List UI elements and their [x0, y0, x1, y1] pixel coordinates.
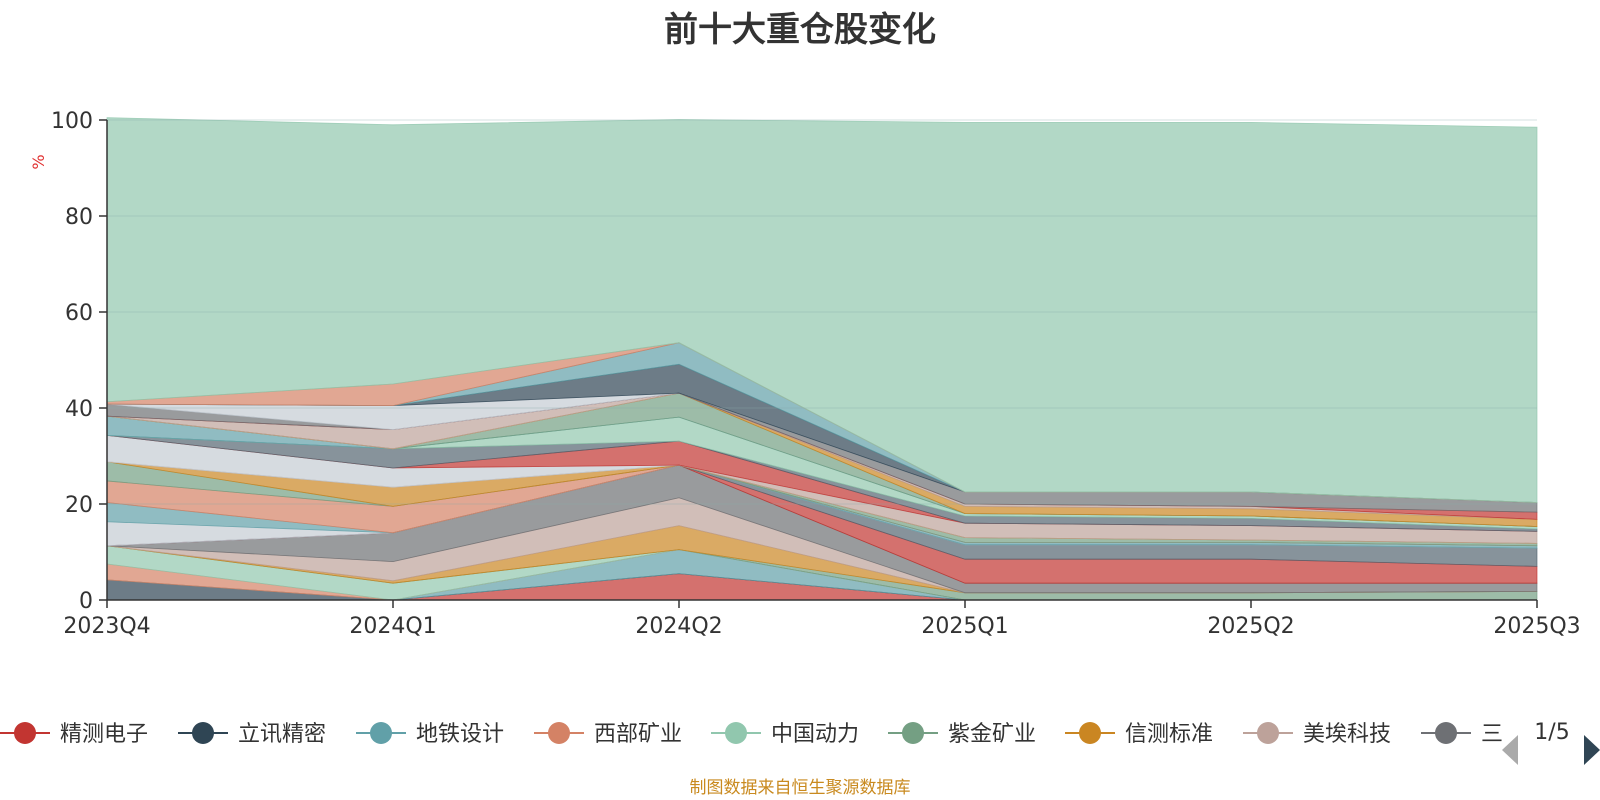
legend-marker-icon — [14, 722, 36, 744]
y-tick-label: 80 — [65, 205, 93, 230]
x-tick-label: 2025Q1 — [921, 614, 1008, 639]
legend-item[interactable]: 西部矿业 — [534, 722, 682, 747]
legend-marker-icon — [902, 722, 924, 744]
legend-label: 三 — [1481, 722, 1503, 747]
legend-label: 立讯精密 — [238, 722, 326, 747]
legend-item[interactable]: 紫金矿业 — [888, 722, 1036, 747]
area-series-31[interactable] — [106, 117, 1538, 503]
x-tick-label: 2024Q2 — [635, 614, 722, 639]
legend-label: 美埃科技 — [1303, 722, 1391, 747]
legend-marker-icon — [725, 722, 747, 744]
legend-label: 中国动力 — [771, 722, 859, 747]
legend-marker-icon — [548, 722, 570, 744]
legend-pager[interactable]: 1/5 — [1502, 720, 1600, 765]
legend-page-indicator: 1/5 — [1534, 720, 1569, 745]
legend-marker-icon — [192, 722, 214, 744]
legend-item[interactable]: 美埃科技 — [1243, 722, 1391, 747]
legend-item[interactable]: 立讯精密 — [178, 722, 326, 747]
legend-item[interactable]: 精测电子 — [0, 722, 148, 747]
legend-item[interactable]: 中国动力 — [711, 722, 859, 747]
legend-label: 紫金矿业 — [948, 722, 1036, 747]
x-tick-label: 2025Q2 — [1207, 614, 1294, 639]
data-source-note: 制图数据来自恒生聚源数据库 — [689, 778, 911, 798]
gridlines — [107, 119, 1537, 505]
x-tick-label: 2023Q4 — [63, 614, 150, 639]
y-tick-label: 20 — [65, 493, 93, 518]
legend-label: 精测电子 — [60, 722, 148, 747]
legend-item[interactable]: 地铁设计 — [356, 722, 504, 747]
y-tick-label: 40 — [65, 397, 93, 422]
axes: 0 20 40 60 80 100 2023Q4 2024Q1 2024Q2 2025Q1 2025… — [51, 109, 1581, 639]
y-axis-label: % — [29, 154, 48, 169]
y-tick-label: 100 — [51, 109, 93, 134]
y-tick-label: 60 — [65, 301, 93, 326]
legend-item[interactable]: 信测标准 — [1065, 722, 1213, 747]
y-tick-label: 0 — [79, 589, 93, 614]
legend-label: 信测标准 — [1125, 722, 1213, 747]
legend-next-arrow-icon[interactable] — [1584, 735, 1600, 765]
chart-title: 前十大重仓股变化 — [664, 10, 936, 50]
legend-item[interactable]: 三 — [1421, 722, 1503, 747]
legend-prev-arrow-icon[interactable] — [1502, 735, 1518, 765]
x-tick-label: 2025Q3 — [1493, 614, 1580, 639]
area-series-group — [106, 117, 1538, 601]
legend-marker-icon — [1435, 722, 1457, 744]
legend-label: 西部矿业 — [594, 722, 682, 747]
legend-label: 地铁设计 — [416, 722, 504, 747]
legend-marker-icon — [1257, 722, 1279, 744]
x-tick-label: 2024Q1 — [349, 614, 436, 639]
legend-marker-icon — [370, 722, 392, 744]
legend-marker-icon — [1079, 722, 1101, 744]
legend[interactable]: 精测电子 立讯精密 地铁设计 西部矿业 中国动力 紫金矿业 信测标准 美埃科技 三 — [0, 722, 1503, 747]
